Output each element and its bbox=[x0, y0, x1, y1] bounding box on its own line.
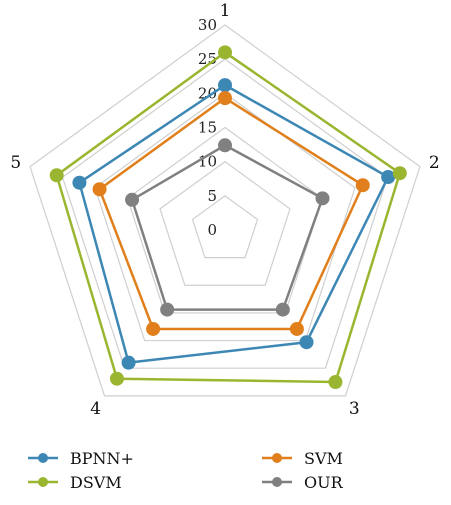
legend-item: BPNN+ bbox=[28, 449, 134, 468]
legend-dot-marker bbox=[272, 453, 282, 463]
data-point bbox=[355, 178, 370, 193]
legend-item: OUR bbox=[262, 473, 344, 492]
legend-item: SVM bbox=[262, 449, 343, 468]
category-label: 1 bbox=[220, 1, 231, 21]
grid-ring bbox=[159, 160, 291, 286]
radial-tick-label: 20 bbox=[198, 84, 217, 102]
data-point bbox=[92, 182, 107, 197]
data-point bbox=[160, 302, 175, 317]
series-line bbox=[55, 51, 402, 384]
data-point bbox=[315, 191, 330, 206]
series-line bbox=[130, 144, 324, 311]
legend-label: DSVM bbox=[70, 473, 122, 492]
radial-tick-label: 5 bbox=[207, 187, 217, 205]
series-line bbox=[98, 96, 365, 331]
data-point bbox=[299, 335, 314, 350]
grid-ring bbox=[94, 92, 356, 342]
series-line bbox=[78, 83, 390, 364]
legend-dot-marker bbox=[272, 477, 282, 487]
radial-tick-label: 30 bbox=[198, 16, 217, 34]
category-label: 4 bbox=[90, 399, 101, 419]
category-label: 5 bbox=[10, 153, 21, 173]
data-point bbox=[49, 168, 64, 183]
radial-tick-label: 15 bbox=[198, 119, 217, 137]
data-point bbox=[275, 302, 290, 317]
legend-label: SVM bbox=[304, 449, 343, 468]
category-labels: 1 2 3 4 5 bbox=[10, 1, 439, 419]
data-point bbox=[125, 192, 140, 207]
grid-ring bbox=[61, 58, 389, 369]
radial-tick-label: 0 bbox=[207, 221, 217, 239]
series-group bbox=[92, 91, 370, 336]
series-layer bbox=[49, 45, 407, 390]
grid-ring bbox=[126, 126, 324, 314]
data-point bbox=[328, 375, 343, 390]
series-group bbox=[72, 78, 396, 370]
data-point bbox=[289, 321, 304, 336]
grid-ring bbox=[29, 24, 421, 397]
data-point bbox=[72, 175, 87, 190]
data-point bbox=[146, 321, 161, 336]
legend-dot-marker bbox=[38, 477, 48, 487]
data-point bbox=[109, 371, 124, 386]
legend: BPNN+ SVM DSVM OUR bbox=[28, 449, 344, 492]
category-label: 2 bbox=[429, 153, 440, 173]
data-point bbox=[381, 169, 396, 184]
series-group bbox=[49, 45, 407, 390]
data-point bbox=[218, 138, 232, 153]
data-point bbox=[392, 166, 407, 181]
legend-label: BPNN+ bbox=[70, 449, 134, 468]
category-label: 3 bbox=[349, 399, 360, 419]
data-point bbox=[121, 355, 136, 370]
data-point bbox=[218, 45, 232, 60]
radar-grid bbox=[29, 24, 421, 397]
data-point bbox=[218, 78, 232, 93]
data-point bbox=[218, 91, 232, 106]
grid-ring bbox=[191, 195, 259, 259]
series-group bbox=[125, 138, 330, 317]
legend-label: OUR bbox=[304, 473, 344, 492]
legend-item: DSVM bbox=[28, 473, 122, 492]
legend-dot-marker bbox=[38, 453, 48, 463]
radial-tick-label: 25 bbox=[198, 50, 217, 68]
